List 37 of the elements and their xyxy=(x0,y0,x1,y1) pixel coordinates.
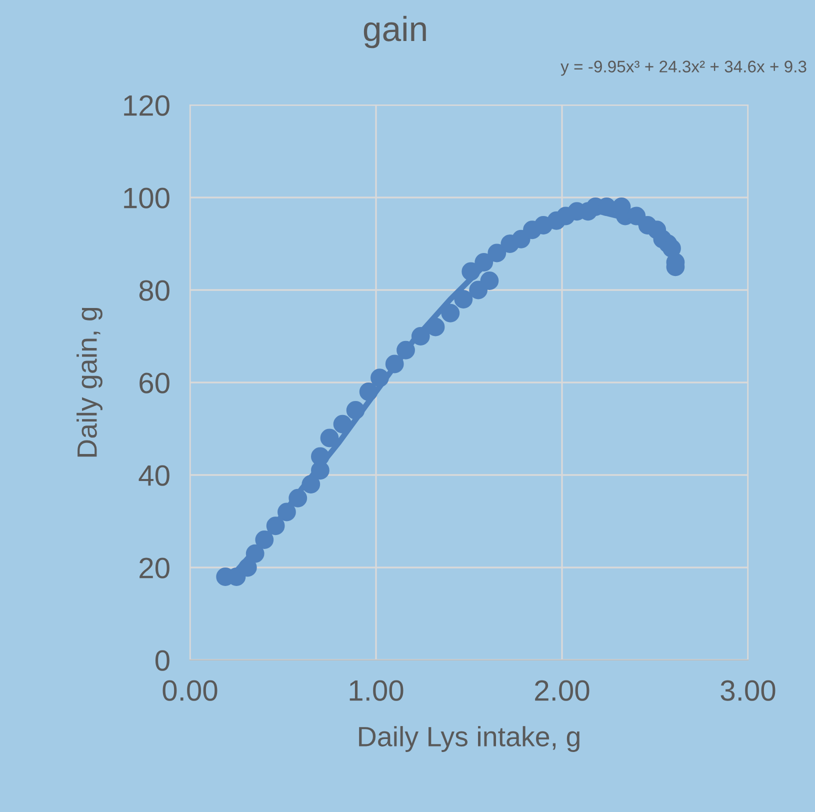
point xyxy=(255,530,274,549)
point xyxy=(426,318,445,336)
point xyxy=(346,401,365,420)
y-tick-label: 60 xyxy=(140,372,170,394)
x-axis-title: Daily Lys intake, g xyxy=(359,726,580,752)
point xyxy=(454,290,473,308)
x-tick-label: 3.00 xyxy=(720,680,776,701)
point xyxy=(302,475,320,494)
y-axis-title: Daily gain, g xyxy=(76,308,102,457)
point xyxy=(396,340,415,360)
y-tick-label: 0 xyxy=(155,650,170,671)
y-tick-label: 100 xyxy=(124,188,170,208)
point xyxy=(359,382,378,401)
point xyxy=(385,354,404,374)
x-tick-label: 0.00 xyxy=(162,680,218,701)
point xyxy=(246,544,264,563)
y-tick-label: 120 xyxy=(124,95,170,116)
point xyxy=(411,327,430,346)
x-tick-label: 2.00 xyxy=(535,680,590,701)
y-tick-label: 80 xyxy=(139,280,170,301)
point xyxy=(278,502,296,522)
point xyxy=(474,253,494,272)
point xyxy=(488,244,506,262)
point xyxy=(480,272,499,290)
x-tick-label: 1.00 xyxy=(350,680,404,701)
text: y = -9.95x³ + 24.3x² + 34.6x + 9.3 xyxy=(560,60,806,76)
point xyxy=(238,558,257,577)
point xyxy=(462,262,480,281)
point xyxy=(441,304,460,322)
point xyxy=(320,428,339,448)
point xyxy=(266,516,285,536)
y-tick-label: 20 xyxy=(140,558,170,578)
chart-title: gain xyxy=(364,16,426,48)
point xyxy=(370,368,389,388)
point xyxy=(288,488,308,508)
point xyxy=(333,414,352,434)
y-tick-label: 40 xyxy=(138,465,170,486)
